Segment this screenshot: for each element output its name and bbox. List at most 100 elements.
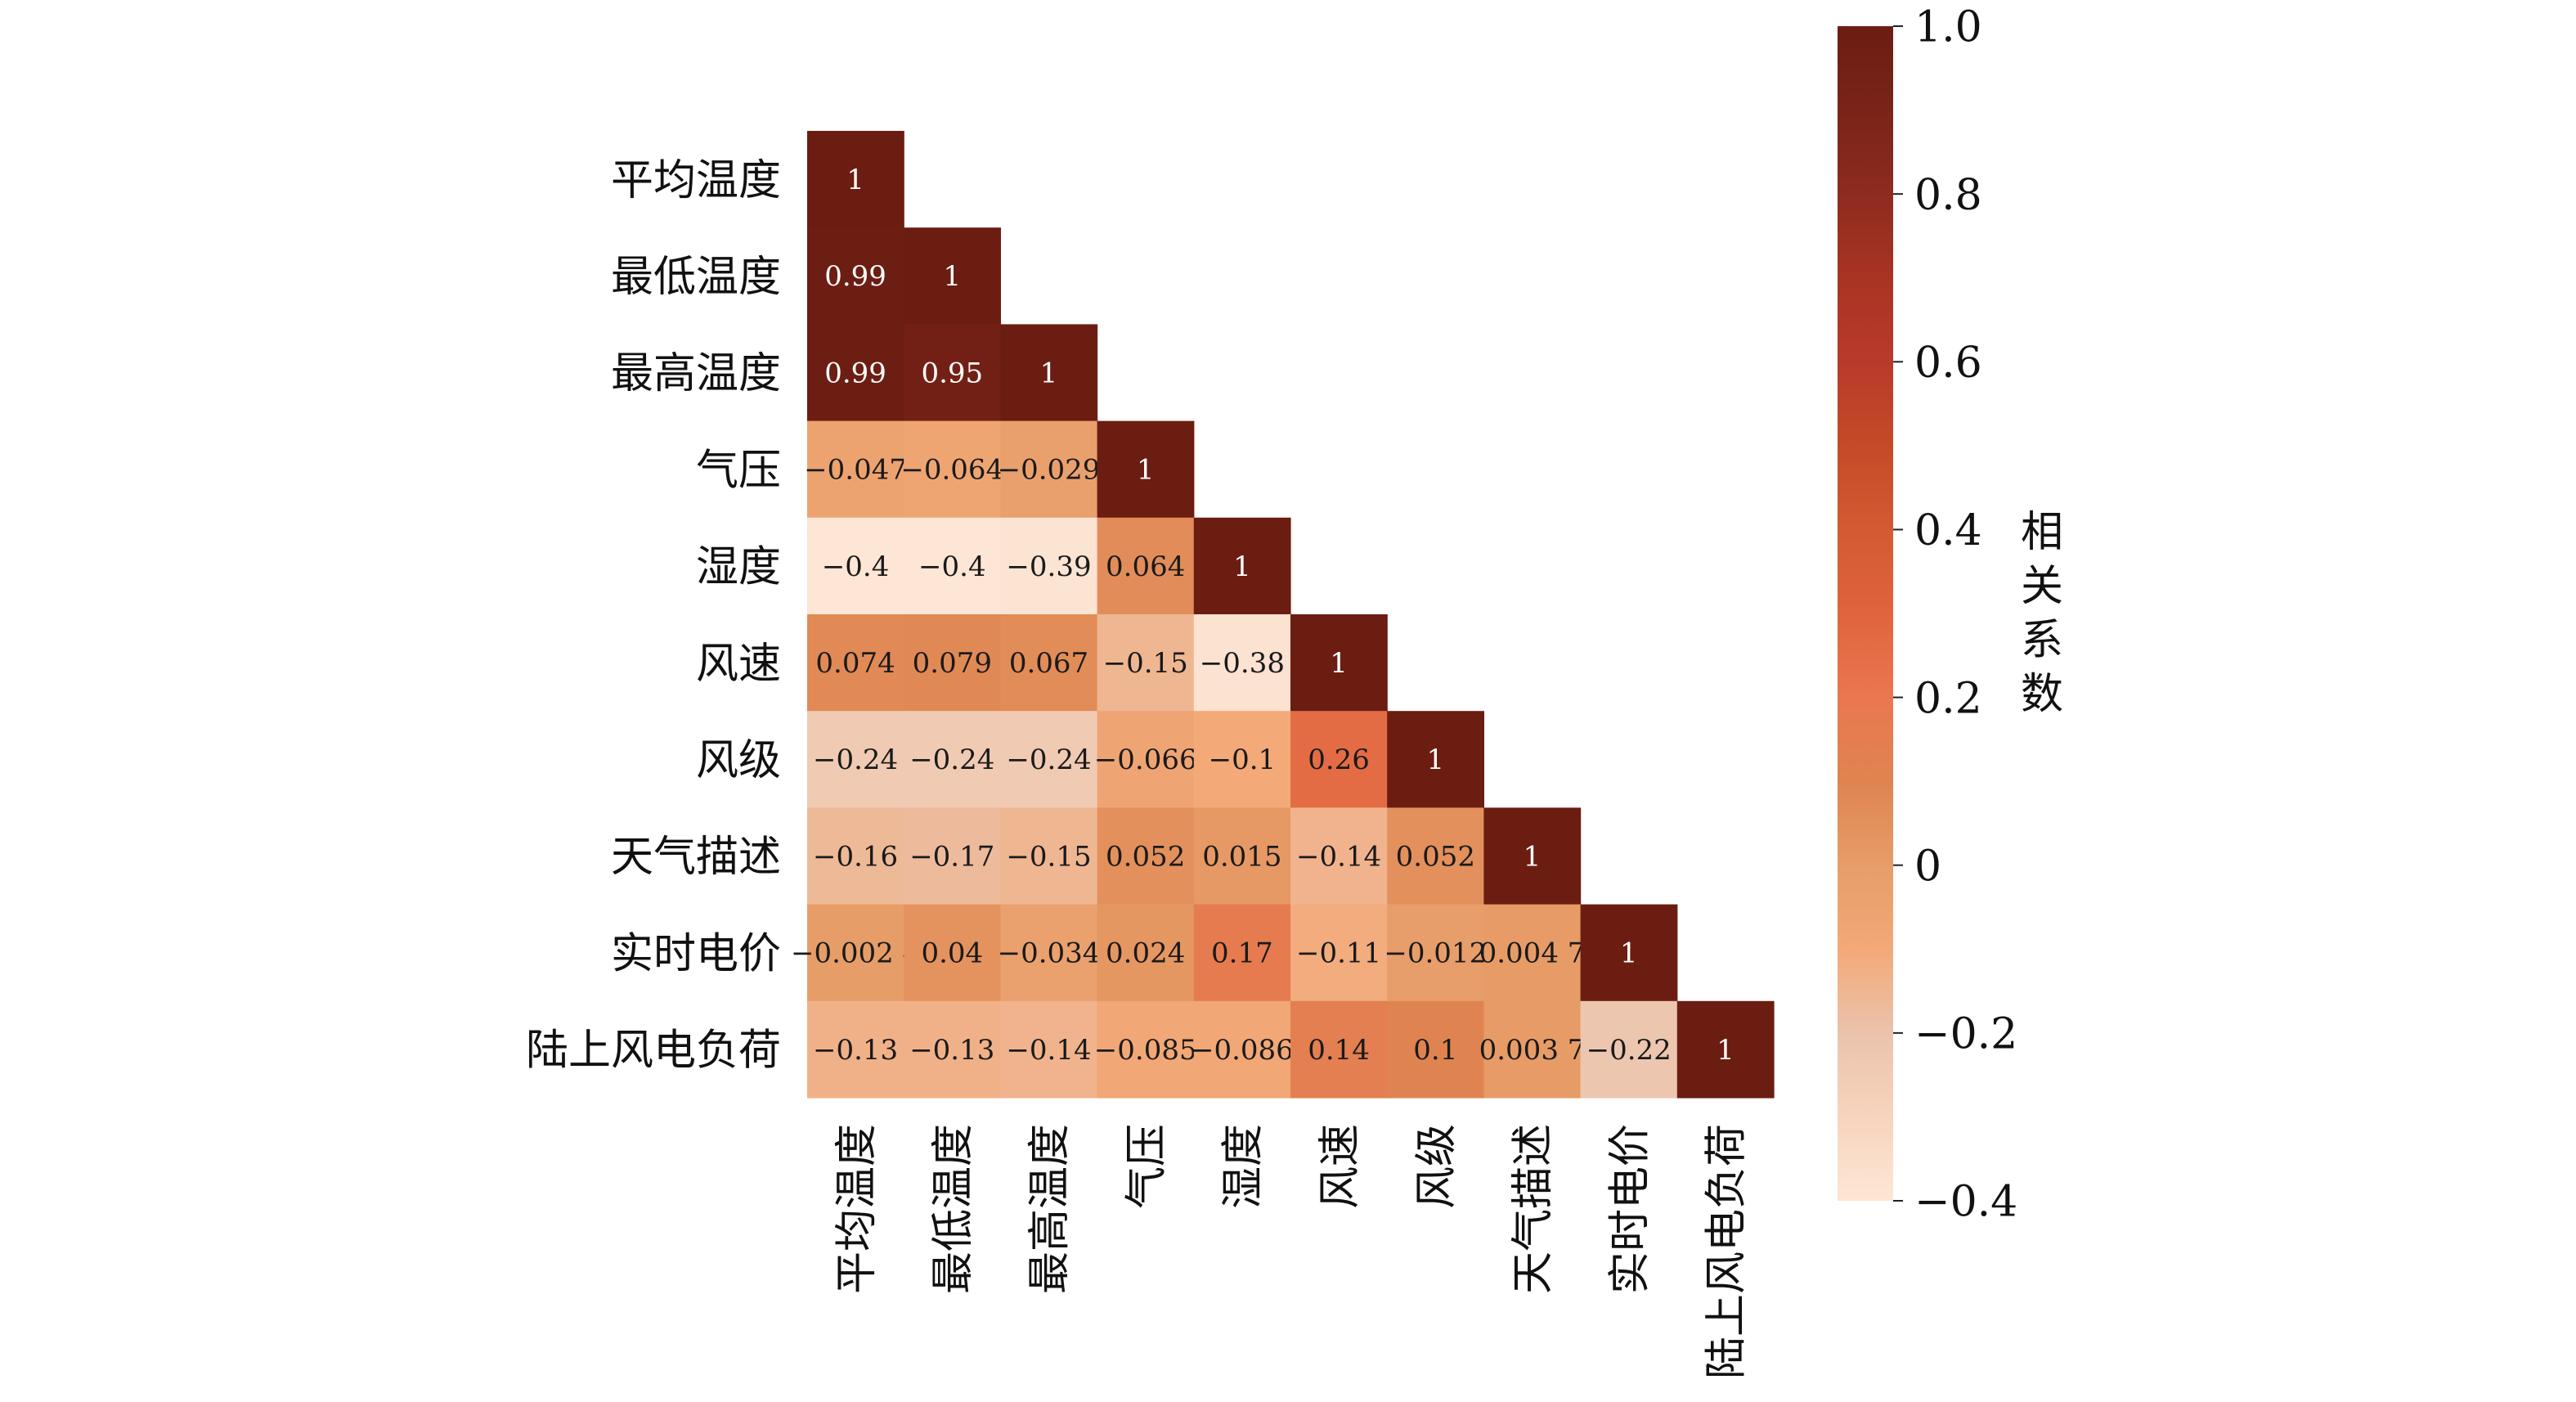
y-tick-label: 气压 [696, 446, 781, 495]
heatmap-cell [1290, 1000, 1388, 1099]
cell-value-label: 1 [1620, 937, 1638, 970]
cell-value-label: −0.13 [909, 1034, 994, 1067]
heatmap-cell [1676, 1000, 1775, 1099]
cell-value-label: −0.012 [1384, 937, 1487, 970]
heatmap-cell [1483, 807, 1582, 905]
x-tick-labels: 平均温度 最低温度 最高温度 气压 湿度 风速 风级 天气描述 实时电价 陆上风电负荷 [832, 1124, 1752, 1379]
heatmap-cell [807, 807, 904, 905]
colorbar-tick-label: 0.2 [1914, 674, 1982, 723]
heatmap-cell [1193, 614, 1291, 712]
heatmap-cell [1387, 807, 1484, 905]
heatmap-cell [1193, 1000, 1291, 1099]
cell-value-label: −0.085 [1094, 1034, 1197, 1067]
heatmap-cell [1193, 807, 1291, 905]
cell-value-label: 0.95 [921, 357, 983, 389]
cell-value-label: 1 [1233, 550, 1251, 583]
cell-value-label: 0.99 [824, 260, 886, 293]
colorbar-gradient [1838, 26, 1893, 1201]
colorbar-label: 相关系数 [2021, 508, 2063, 719]
x-tick-label: 天气描述 [1509, 1124, 1558, 1294]
cell-value-label: −0.002 4 [791, 937, 920, 970]
cell-value-label: −0.39 [1006, 550, 1091, 583]
cell-value-label: −0.22 [1586, 1034, 1672, 1067]
colorbar-tick-label: −0.2 [1914, 1010, 2017, 1059]
y-tick-label: 湿度 [696, 543, 781, 592]
cell-value-label: −0.15 [1103, 647, 1188, 680]
heatmap-cell [1193, 711, 1291, 808]
y-tick-label: 最低温度 [611, 253, 781, 302]
x-tick-label: 气压 [1122, 1124, 1171, 1209]
heatmap-cell [1483, 1000, 1582, 1099]
cell-value-label: 0.003 7 [1479, 1034, 1586, 1067]
heatmap-cell [807, 1000, 904, 1099]
x-tick-label: 最高温度 [1025, 1124, 1075, 1294]
heatmap-cell [1097, 614, 1195, 712]
heatmap-cell [1193, 517, 1291, 615]
heatmap-cells: 1 0.99 1 0.99 0.95 1 −0.047−0.064−0.029 1 −0.4 −0… [791, 131, 1775, 1099]
x-tick-label: 实时电价 [1605, 1124, 1654, 1294]
cell-value-label: 0.079 [913, 647, 992, 680]
cell-value-label: −0.4 [822, 550, 890, 583]
heatmap-cell [904, 614, 1001, 712]
cell-value-label: 0.99 [824, 357, 886, 389]
cell-value-label: −0.4 [918, 550, 986, 583]
heatmap-cell [807, 324, 904, 422]
cell-value-label: −0.16 [813, 840, 898, 873]
cell-value-label: −0.38 [1200, 647, 1285, 680]
heatmap-cell [904, 420, 1001, 519]
cell-value-label: 0.14 [1308, 1034, 1370, 1067]
cell-value-label: −0.1 [1209, 744, 1277, 776]
heatmap-cell [904, 1000, 1001, 1099]
y-tick-label: 陆上风电负荷 [526, 1027, 781, 1076]
y-tick-label: 最高温度 [611, 349, 781, 398]
cell-value-label: 0.004 7 [1479, 937, 1586, 970]
cell-value-label: −0.086 [1191, 1034, 1294, 1067]
heatmap-cell [807, 614, 904, 712]
colorbar-tick-label: 0 [1914, 842, 1941, 891]
heatmap-cell [1097, 807, 1195, 905]
colorbar-tick-label: 0.4 [1914, 506, 1982, 555]
colorbar-tick-label: 1.0 [1914, 3, 1982, 52]
heatmap-cell [1097, 420, 1195, 519]
heatmap-cell [807, 711, 904, 808]
cell-value-label: −0.034 [998, 937, 1101, 970]
heatmap-cell [1000, 904, 1098, 1002]
heatmap-cell [1000, 807, 1098, 905]
heatmap-cell [1000, 420, 1098, 519]
cell-value-label: −0.066 [1094, 744, 1197, 776]
heatmap-cell [1580, 904, 1678, 1002]
cell-value-label: −0.14 [1296, 840, 1381, 873]
cell-value-label: 1 [1330, 647, 1348, 680]
cell-value-label: 0.024 [1106, 937, 1185, 970]
cell-value-label: 1 [1524, 840, 1542, 873]
heatmap-cell [807, 517, 904, 615]
colorbar-tick-label: 0.6 [1914, 339, 1982, 388]
y-tick-label: 风速 [696, 640, 781, 689]
x-tick-label: 陆上风电负荷 [1703, 1124, 1752, 1379]
heatmap-cell [1097, 711, 1195, 808]
cell-value-label: 0.064 [1106, 550, 1185, 583]
cell-value-label: 1 [846, 164, 864, 196]
y-tick-label: 平均温度 [611, 156, 781, 205]
heatmap-cell [904, 324, 1001, 422]
cell-value-label: −0.17 [909, 840, 994, 873]
cell-value-label: −0.14 [1006, 1034, 1091, 1067]
cell-value-label: −0.13 [813, 1034, 898, 1067]
cell-value-label: 0.052 [1396, 840, 1475, 873]
heatmap-cell [807, 131, 904, 228]
cell-value-label: −0.15 [1006, 840, 1091, 873]
heatmap-cell [1290, 904, 1388, 1002]
heatmap-cell [1290, 807, 1388, 905]
x-tick-label: 最低温度 [929, 1124, 978, 1294]
cell-value-label: 1 [1137, 454, 1155, 487]
cell-value-label: −0.047 [804, 454, 907, 487]
heatmap-cell [904, 711, 1001, 808]
cell-value-label: 0.04 [921, 937, 983, 970]
heatmap-cell [1387, 711, 1484, 808]
cell-value-label: 1 [943, 260, 961, 293]
cell-value-label: 0.26 [1308, 744, 1370, 776]
x-tick-label: 湿度 [1219, 1124, 1268, 1209]
cell-value-label: −0.064 [900, 454, 1003, 487]
y-tick-label: 实时电价 [611, 929, 781, 978]
